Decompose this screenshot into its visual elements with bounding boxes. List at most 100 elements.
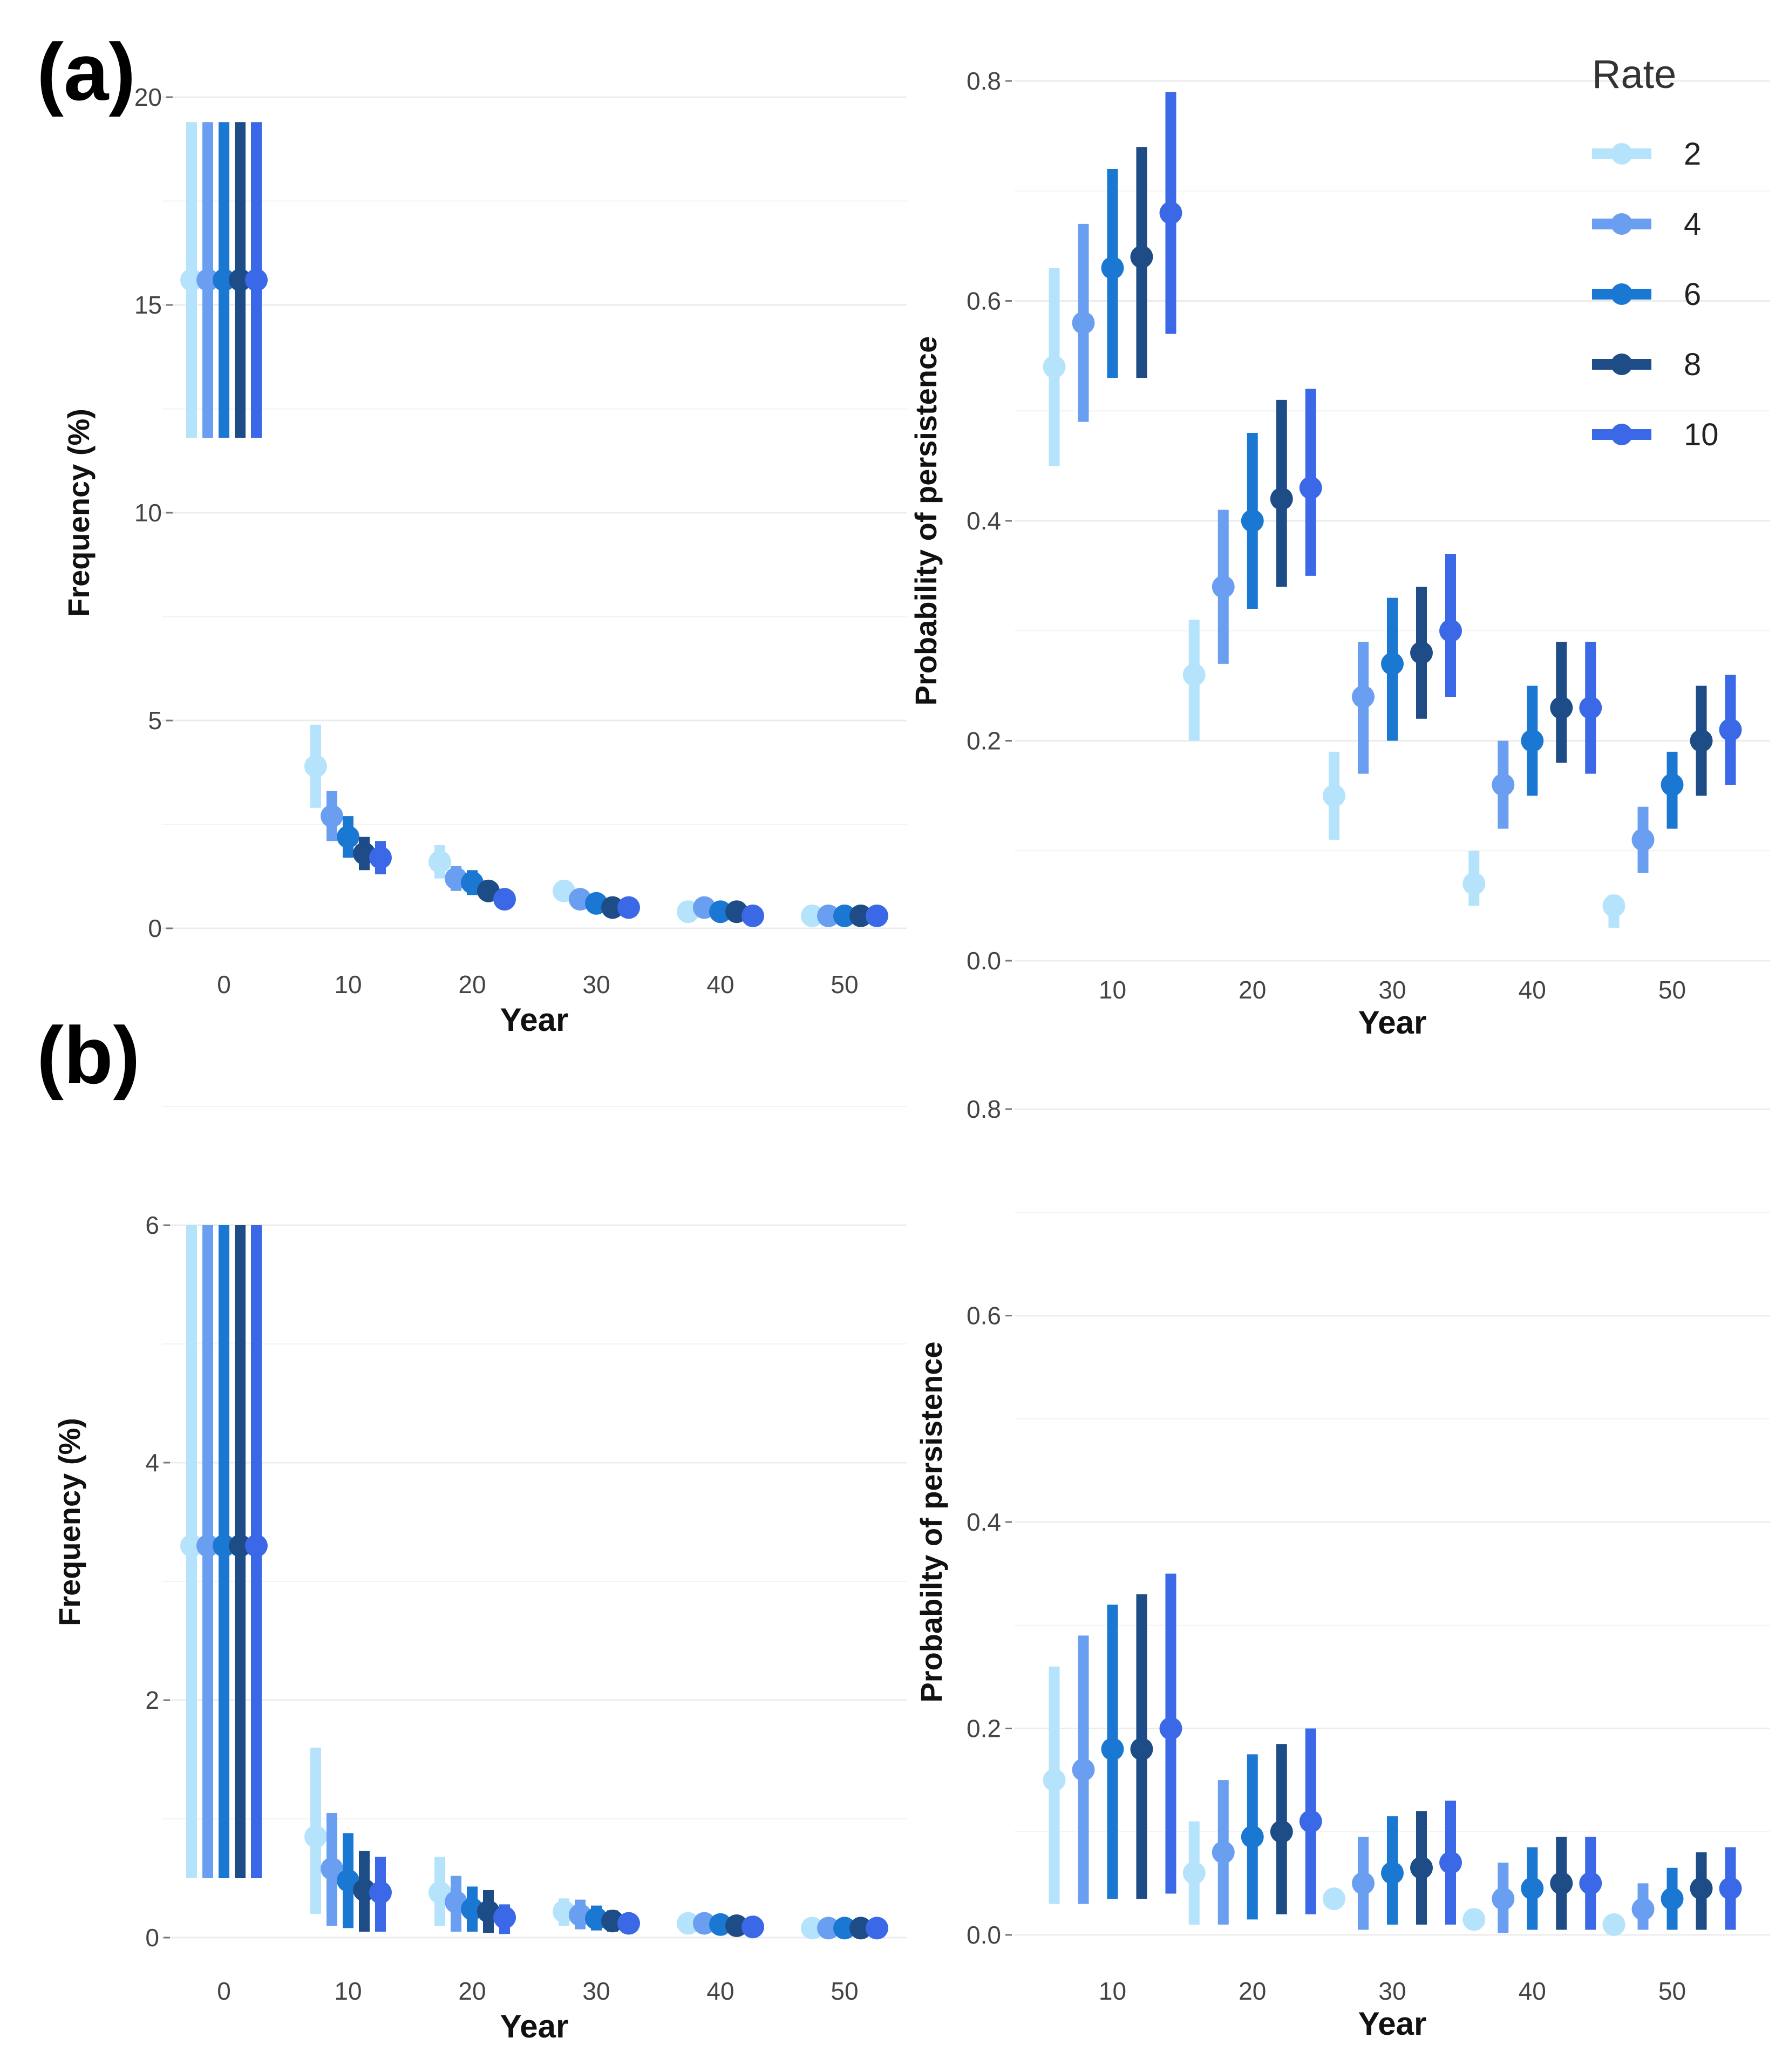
legend-title: Rate [1592, 52, 1677, 97]
data-point [1492, 1887, 1515, 1911]
data-point [866, 1917, 888, 1940]
x-tick-label: 10 [334, 970, 362, 998]
x-tick-label: 10 [1099, 976, 1126, 1004]
x-tick-label: 50 [831, 970, 858, 998]
data-point [1323, 1887, 1345, 1911]
data-point [1631, 828, 1655, 851]
data-point [1072, 1758, 1095, 1781]
data-point [1463, 1908, 1486, 1931]
y-tick-label: 0.0 [967, 1921, 1001, 1949]
y-axis-title: Probabilty of persistence [914, 1341, 948, 1702]
data-point [1690, 1877, 1713, 1900]
x-axis-title: Year [500, 1002, 569, 1038]
x-tick-label: 30 [582, 1977, 610, 2005]
data-point [493, 888, 516, 911]
data-point [245, 268, 268, 291]
data-point [833, 1917, 856, 1940]
data-point [493, 1906, 516, 1929]
data-point [321, 1857, 343, 1880]
y-tick-label: 0.2 [967, 727, 1001, 755]
y-tick-label: 0.6 [967, 1302, 1001, 1330]
y-tick-label: 4 [145, 1449, 159, 1477]
data-point [1381, 1862, 1404, 1885]
data-point [725, 1914, 748, 1937]
x-tick-label: 40 [706, 1977, 734, 2005]
x-tick-label: 30 [582, 970, 610, 998]
data-point [1270, 487, 1293, 511]
y-tick-label: 0.8 [967, 1095, 1001, 1123]
legend-label: 6 [1684, 276, 1702, 312]
x-tick-label: 50 [1658, 1977, 1686, 2005]
data-point [1381, 652, 1404, 675]
data-point [196, 1534, 219, 1557]
data-point [1352, 685, 1375, 708]
data-point [709, 900, 732, 923]
x-tick-label: 10 [1099, 1977, 1126, 2005]
chart-b-persistence: 0.0 0.2 0.4 0.6 0.8 10 20 30 40 50 Year Probabilty … [914, 1095, 1770, 2042]
x-tick-label: 40 [1519, 976, 1546, 1004]
legend-item: 4 [1592, 189, 1776, 259]
data-point [1182, 663, 1206, 687]
data-point [180, 1534, 203, 1557]
data-point [1159, 1717, 1182, 1740]
x-tick-label: 30 [1378, 976, 1406, 1004]
data-point [1130, 1737, 1153, 1761]
data-point [1130, 246, 1153, 268]
x-tick-label: 40 [1519, 1977, 1546, 2005]
data-point [742, 904, 764, 927]
data-point [1212, 575, 1235, 599]
data-point [1410, 1856, 1433, 1879]
data-point [369, 846, 392, 869]
legend-key [1592, 418, 1651, 451]
data-point [601, 896, 624, 919]
data-point [1631, 1898, 1655, 1921]
panel-label-b: (b) [37, 1010, 140, 1100]
x-tick-label: 50 [831, 1977, 858, 2005]
data-point [1101, 256, 1124, 280]
x-tick-label: 50 [1658, 976, 1686, 1004]
data-point [196, 268, 219, 291]
data-point [1212, 1841, 1235, 1864]
legend-item: 2 [1592, 119, 1776, 189]
x-tick-label: 40 [706, 970, 734, 998]
data-point [1550, 1872, 1573, 1895]
data-point [213, 1534, 235, 1557]
data-point [1719, 1877, 1742, 1900]
data-point [1270, 1820, 1293, 1843]
x-tick-label: 20 [458, 1977, 486, 2005]
data-point [1043, 1769, 1066, 1792]
data-point [617, 896, 640, 919]
data-point [321, 805, 343, 828]
data-point [1323, 784, 1345, 807]
legend-label: 4 [1684, 206, 1702, 242]
legend-item: 6 [1592, 259, 1776, 329]
data-point [1492, 773, 1515, 796]
data-point [693, 1912, 716, 1935]
x-axis-title: Year [500, 2008, 569, 2044]
y-tick-label: 0.4 [967, 1508, 1001, 1536]
data-point [1072, 311, 1095, 335]
data-point [1550, 696, 1573, 719]
data-point [1463, 872, 1486, 895]
data-point [1182, 1862, 1206, 1885]
data-point [337, 825, 359, 848]
data-point [801, 904, 824, 927]
x-tick-label: 0 [217, 970, 231, 998]
y-tick-label: 2 [145, 1686, 159, 1714]
y-tick-label: 10 [134, 499, 162, 527]
x-axis-title: Year [1358, 2006, 1427, 2042]
data-point [1241, 509, 1264, 532]
chart-a-persistence: 0.0 0.2 0.4 0.6 0.8 10 20 30 40 50 Year Probability… [909, 67, 1770, 1041]
legend-key [1592, 208, 1651, 240]
data-point [304, 1825, 327, 1848]
data-point [677, 1912, 699, 1935]
data-point [1159, 201, 1182, 225]
data-point [1661, 1887, 1684, 1911]
data-point [817, 904, 840, 927]
panel-label-a: (a) [37, 26, 136, 117]
data-point [1439, 1851, 1462, 1874]
x-tick-label: 20 [458, 970, 486, 998]
y-tick-label: 0.4 [967, 507, 1001, 535]
data-point [1602, 894, 1625, 918]
